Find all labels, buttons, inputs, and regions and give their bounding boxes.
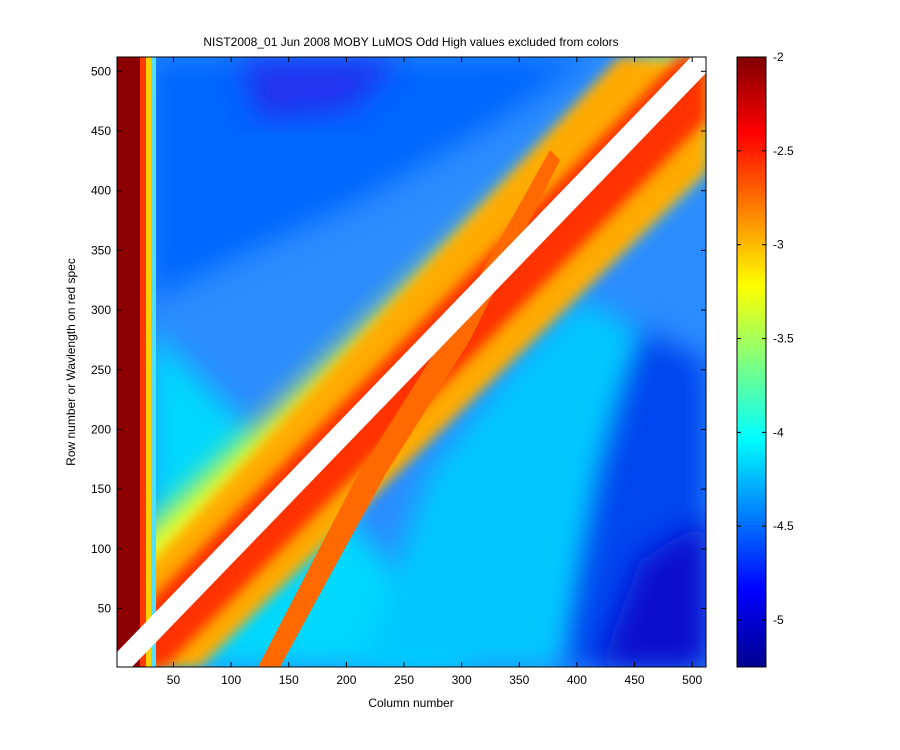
y-tick-label: 200: [91, 422, 111, 436]
y-tick-label: 300: [91, 303, 111, 317]
x-tick-label: 400: [567, 673, 587, 687]
x-axis-label: Column number: [368, 696, 453, 710]
heatmap-lower-right-deep-blue-patch: [600, 520, 706, 667]
y-tick-label: 400: [91, 184, 111, 198]
colorbar-tick-label: -3.5: [773, 332, 794, 346]
y-tick-label: 450: [91, 124, 111, 138]
colorbar-tick-label: -5: [773, 613, 784, 627]
x-tick-label: 50: [167, 673, 181, 687]
x-tick-label: 100: [221, 673, 241, 687]
excluded-high-values-diagonal: [117, 57, 706, 667]
colorbar-tick-label: -3: [773, 238, 784, 252]
heatmap-lower-cyan-region: [360, 300, 640, 667]
x-tick-label: 300: [452, 673, 472, 687]
heatmap-plot-area: [117, 57, 706, 667]
y-tick-label: 150: [91, 482, 111, 496]
plot-frame: [116, 56, 707, 668]
y-axis-label: Row number or Wavlength on red spec: [64, 258, 78, 466]
y-axis-ticks: 50 100 150 200 250 300 350 400 450 500: [91, 64, 706, 616]
heatmap-left-cyan-edge: [151, 57, 156, 667]
heatmap-upper-deep-blue-patch: [240, 60, 400, 120]
x-tick-label: 150: [279, 673, 299, 687]
y-tick-label: 500: [91, 64, 111, 78]
y-tick-label: 250: [91, 363, 111, 377]
x-tick-label: 350: [509, 673, 529, 687]
colorbar-tick-label: -4: [773, 425, 784, 439]
x-tick-label: 450: [625, 673, 645, 687]
colorbar-tick-label: -2.5: [773, 144, 794, 158]
colorbar-tick-label: -4.5: [773, 519, 794, 533]
x-tick-label: 200: [336, 673, 356, 687]
x-tick-label: 500: [682, 673, 702, 687]
y-tick-label: 350: [91, 243, 111, 257]
colorbar-ticks: -2 -2.5 -3 -3.5 -4 -4.5 -5: [737, 50, 794, 627]
heatmap-left-yellow-edge: [146, 57, 151, 667]
heatmap-left-dark-red-column: [117, 57, 140, 667]
heatmap-left-red-edge: [140, 57, 146, 667]
y-tick-label: 50: [98, 602, 112, 616]
colorbar-tick-label: -2: [773, 50, 784, 64]
chart-title: NIST2008_01 Jun 2008 MOBY LuMOS Odd High…: [203, 35, 618, 49]
x-axis-ticks: 50 100 150 200 250 300 350 400 450 500: [167, 57, 703, 687]
colorbar: [736, 56, 767, 668]
x-tick-label: 250: [394, 673, 414, 687]
y-tick-label: 100: [91, 542, 111, 556]
